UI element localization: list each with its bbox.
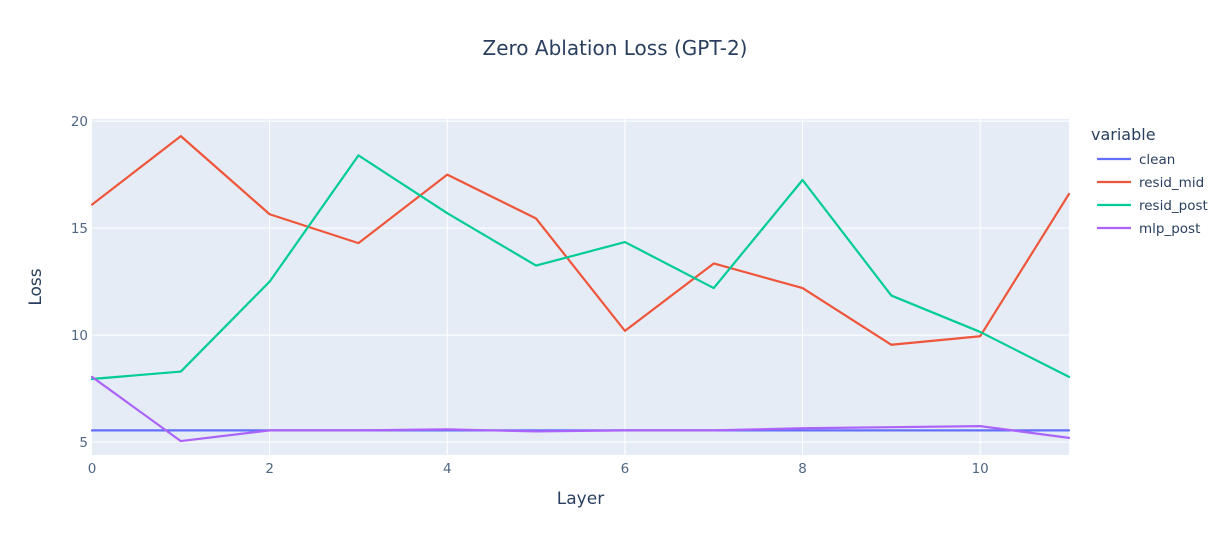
legend-label: resid_mid xyxy=(1139,175,1204,191)
x-tick-label: 4 xyxy=(443,461,452,477)
chart-title: Zero Ablation Loss (GPT-2) xyxy=(483,36,748,60)
series-line-mlp-post xyxy=(90,375,1071,443)
x-tick-label: 2 xyxy=(265,461,274,477)
series-line-resid-post xyxy=(90,154,1071,381)
legend-items: clean resid_mid resid_post mlp_post xyxy=(1097,152,1208,237)
legend-title: variable xyxy=(1091,125,1156,144)
y-tick-label: 10 xyxy=(71,328,88,344)
x-tick-label: 10 xyxy=(972,461,989,477)
legend-item-mlp-post[interactable]: mlp_post xyxy=(1097,221,1200,237)
x-tick-label: 6 xyxy=(621,461,630,477)
legend: variable clean resid_mid resid_post mlp_pos… xyxy=(1091,125,1208,237)
legend-item-resid-mid[interactable]: resid_mid xyxy=(1097,175,1204,191)
y-axis-ticks: 5 10 15 20 xyxy=(71,114,88,451)
legend-label: resid_post xyxy=(1139,198,1208,214)
y-tick-label: 15 xyxy=(71,221,88,237)
x-tick-label: 8 xyxy=(798,461,807,477)
x-axis-ticks: 0 2 4 6 8 10 xyxy=(88,461,989,477)
legend-label: mlp_post xyxy=(1139,221,1200,237)
y-tick-label: 20 xyxy=(71,114,88,130)
x-tick-label: 0 xyxy=(88,461,97,477)
legend-item-clean[interactable]: clean xyxy=(1097,152,1175,168)
x-axis-title: Layer xyxy=(557,489,604,509)
y-tick-label: 5 xyxy=(79,435,88,451)
series-line-resid-mid xyxy=(90,135,1071,346)
plot-area xyxy=(92,119,1069,455)
series-lines xyxy=(90,135,1071,443)
legend-item-resid-post[interactable]: resid_post xyxy=(1097,198,1208,214)
y-axis-title: Loss xyxy=(26,268,46,305)
legend-label: clean xyxy=(1139,152,1175,168)
